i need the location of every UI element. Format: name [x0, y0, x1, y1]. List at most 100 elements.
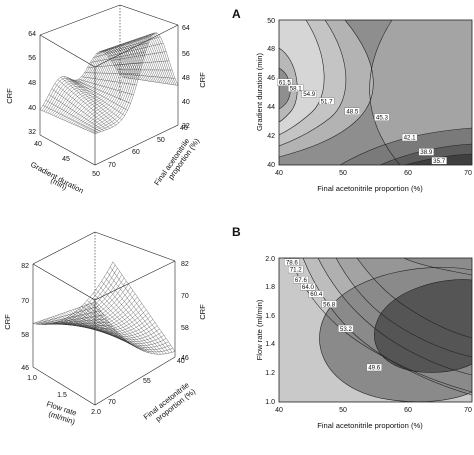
contour-b-xtick-1: 50: [339, 407, 347, 414]
contour-b-frame: [278, 257, 473, 403]
contour-a-ytick-4: 48: [267, 46, 275, 53]
contour-b-xticks: 40 50 60 70: [275, 407, 472, 414]
surface-a-ztick-l-0: 32: [28, 129, 36, 136]
contour-b-ytick-1: 1.2: [265, 370, 275, 377]
surface-a-ztick-l-4: 64: [28, 31, 36, 38]
contour-label: 54.9: [303, 91, 316, 98]
surface-a-ytick-3: 70: [108, 162, 116, 169]
surface-b-ytick-2: 70: [108, 399, 116, 406]
contour-label-box: [366, 363, 382, 372]
surface-b-ztick-r-2: 58: [181, 325, 189, 332]
contour-a-labels: 61.558.154.9 51.7 48.5 45.3 42.138.935.7: [277, 78, 447, 165]
contour-b-ytick-0: 1.0: [265, 399, 275, 406]
surface-a-ztick-l-3: 56: [28, 55, 36, 62]
contour-a-fills: [279, 20, 472, 165]
surface-b-ztick-l-1: 58: [21, 332, 29, 339]
surface-a-ztick-r-3: 40: [182, 99, 190, 106]
surface-a-ztick-r-1: 56: [182, 51, 190, 58]
surface-a-ztick-r-2: 48: [182, 75, 190, 82]
contour-b-labels: 78.671.2 67.664.060.456.8 53.2 49.6: [284, 258, 382, 372]
surface-b-ytick-1: 55: [143, 378, 151, 385]
contour-b-xtick-2: 60: [404, 407, 412, 414]
contour-b-ylabel: Flow rate (ml/min): [255, 299, 264, 360]
contour-b-inner-ellipse: [374, 279, 472, 373]
contour-label: 35.7: [433, 158, 446, 165]
surface-a-zlabel: CRF: [5, 88, 14, 104]
contour-b-ytick-3: 1.6: [265, 313, 275, 320]
contour-b-xtick-3: 70: [464, 407, 472, 414]
contour-a-ytick-3: 46: [267, 75, 275, 82]
contour-b-fills: [279, 258, 472, 402]
contour-label: 71.2: [290, 267, 303, 274]
surface-wireframe: [39, 32, 179, 134]
contour-a-ytick-0: 40: [267, 162, 275, 169]
surface-b: CRF CRF 46 58 70 82 82 70 58 46 1.0 1.5 …: [3, 231, 207, 427]
surface-a-ytick-0: 40: [180, 125, 188, 132]
surface-a-yticks: 40 50 60 70: [108, 125, 188, 169]
contour-b-ytick-4: 1.8: [265, 284, 275, 291]
contour-label: 61.5: [279, 80, 292, 87]
contour-b-yticks: 1.0 1.2 1.4 1.6 1.8 2.0: [265, 256, 275, 406]
contour-label: 78.6: [286, 260, 299, 267]
contour-b-xtick-0: 40: [275, 407, 283, 414]
contour-a-xlabel: Final acetonitrile proportion (%): [317, 184, 423, 193]
surface-a-ztick-l-1: 40: [28, 105, 36, 112]
contour-b-ytick-2: 1.4: [265, 341, 275, 348]
contour-b-ytick-5: 2.0: [265, 256, 275, 263]
surface-a-zticks-left: 32 40 48 56 64: [28, 31, 36, 136]
contour-label: 51.7: [321, 98, 334, 105]
surface-a-xtick-2: 50: [92, 171, 100, 178]
surface-a-xtick-0: 40: [34, 141, 42, 148]
contour-label-box: [288, 265, 304, 274]
surface-b-xtick-0: 1.0: [27, 375, 37, 382]
contour-label: 48.5: [346, 109, 359, 116]
surface-a-zticks-right: 64 56 48 40 32: [182, 25, 190, 130]
surface-a-mesh: [39, 32, 179, 134]
contour-label: 58.1: [290, 85, 303, 92]
contour-a-xtick-0: 40: [275, 170, 283, 177]
contour-label: 38.9: [420, 149, 433, 156]
surface-b-ztick-r-0: 82: [181, 261, 189, 268]
surface-b-ztick-r-1: 70: [181, 293, 189, 300]
contour-a-yticks: 40 42 44 46 48 50: [267, 18, 275, 169]
contour-label: 64.0: [302, 284, 315, 291]
surface-a-ztick-l-2: 48: [28, 80, 36, 87]
contour-label: 45.3: [376, 114, 389, 121]
panel-label-b: B: [232, 225, 241, 239]
contour-label: 53.2: [340, 326, 353, 333]
surface-b-zticks-right: 82 70 58 46: [181, 261, 189, 362]
contour-label-box: [321, 300, 337, 308]
contour-label-box: [293, 275, 309, 284]
contour-label-box: [288, 84, 304, 92]
contour-label-box: [277, 78, 293, 86]
surface-a-ytick-2: 60: [132, 149, 140, 156]
contour-label-box: [431, 156, 447, 165]
surface-b-ztick-l-2: 70: [21, 298, 29, 305]
contour-label: 42.1: [404, 135, 417, 142]
surface-b-mesh: [32, 261, 176, 355]
surface-b-ztick-l-0: 46: [21, 365, 29, 372]
contour-label-box: [308, 290, 324, 298]
contour-a-frame: [278, 19, 473, 166]
surface-b-zlabel-right: CRF: [198, 304, 207, 320]
contour-label: 67.6: [295, 277, 308, 284]
contour-label-box: [338, 324, 354, 333]
contour-a-ytick-1: 42: [267, 133, 275, 140]
panel-label-a: A: [232, 7, 241, 21]
surface-b-yticks: 40 55 70: [108, 358, 185, 406]
contour-label-box: [300, 283, 316, 291]
surface-b-xticks: 1.0 1.5 2.0: [27, 375, 101, 416]
contour-label-box: [418, 148, 434, 156]
surface-a-zlabel-right: CRF: [198, 72, 207, 88]
contour-b-xlabel: Final acetonitrile proportion (%): [317, 421, 423, 430]
contour-a-xtick-2: 60: [404, 170, 412, 177]
surface-a-xticks: 40 45 50: [34, 141, 100, 178]
contour-label: 49.6: [368, 365, 381, 372]
contour-a-ytick-5: 50: [267, 18, 275, 25]
contour-label-box: [301, 90, 317, 98]
surface-b-xtick-1: 1.5: [57, 392, 67, 399]
contour-a-xtick-3: 70: [464, 170, 472, 177]
contour-label: 56.8: [323, 301, 336, 308]
surface-b-ztick-r-3: 46: [181, 355, 189, 362]
